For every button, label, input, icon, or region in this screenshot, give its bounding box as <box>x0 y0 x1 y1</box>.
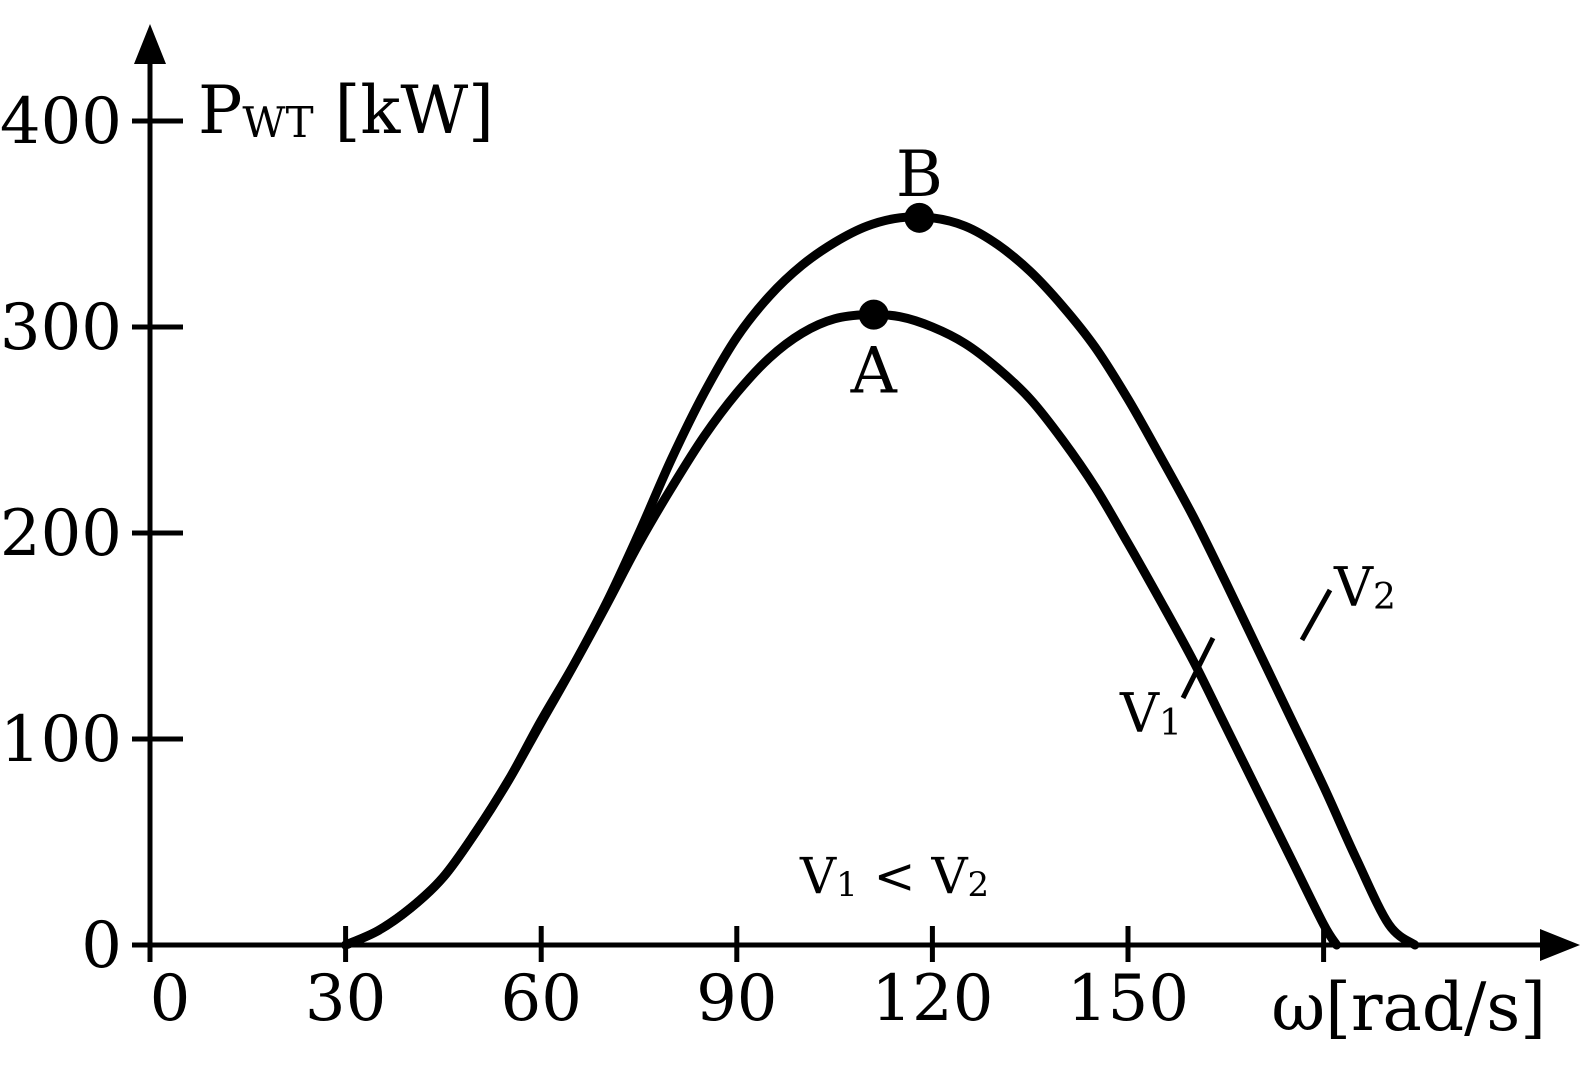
y-axis-title: PWT [kW] <box>198 72 494 149</box>
y-tick-label: 200 <box>0 497 122 571</box>
y-tick-label: 400 <box>0 85 122 159</box>
x-tick-label: 90 <box>696 962 777 1036</box>
v1-series-label: V1 <box>1119 682 1182 745</box>
y-tick-label: 100 <box>0 703 122 777</box>
point-a-label: A <box>850 335 898 409</box>
point-b-label: B <box>896 138 943 212</box>
x-ticks: 0 30 60 90 120 150 <box>147 926 1327 1036</box>
series-v1-line <box>341 310 1342 950</box>
x-axis-title: ω[rad/s] <box>1271 969 1546 1046</box>
point-b-marker <box>904 202 935 233</box>
v1-leader-line <box>1180 636 1216 700</box>
point-a-marker <box>858 299 889 330</box>
x-tick-label: 30 <box>305 962 386 1036</box>
curves <box>341 212 1420 950</box>
x-axis-arrow <box>1540 929 1580 961</box>
x-tick-label: 150 <box>1067 962 1189 1036</box>
points: AB <box>850 138 943 409</box>
y-ticks: 0 100 200 300 400 <box>0 85 183 983</box>
relation-annotation: V1 < V2 <box>799 847 989 905</box>
v2-leader-line <box>1299 588 1333 642</box>
x-tick-label: 0 <box>150 962 191 1036</box>
x-tick-label: 120 <box>871 962 993 1036</box>
y-axis-arrow <box>134 24 166 64</box>
v2-series-label: V2 <box>1333 556 1396 619</box>
x-tick-label: 60 <box>500 962 581 1036</box>
series-v2-line <box>341 212 1420 950</box>
y-tick-label: 300 <box>0 291 122 365</box>
y-tick-label: 0 <box>81 909 122 983</box>
axes <box>132 24 1580 961</box>
